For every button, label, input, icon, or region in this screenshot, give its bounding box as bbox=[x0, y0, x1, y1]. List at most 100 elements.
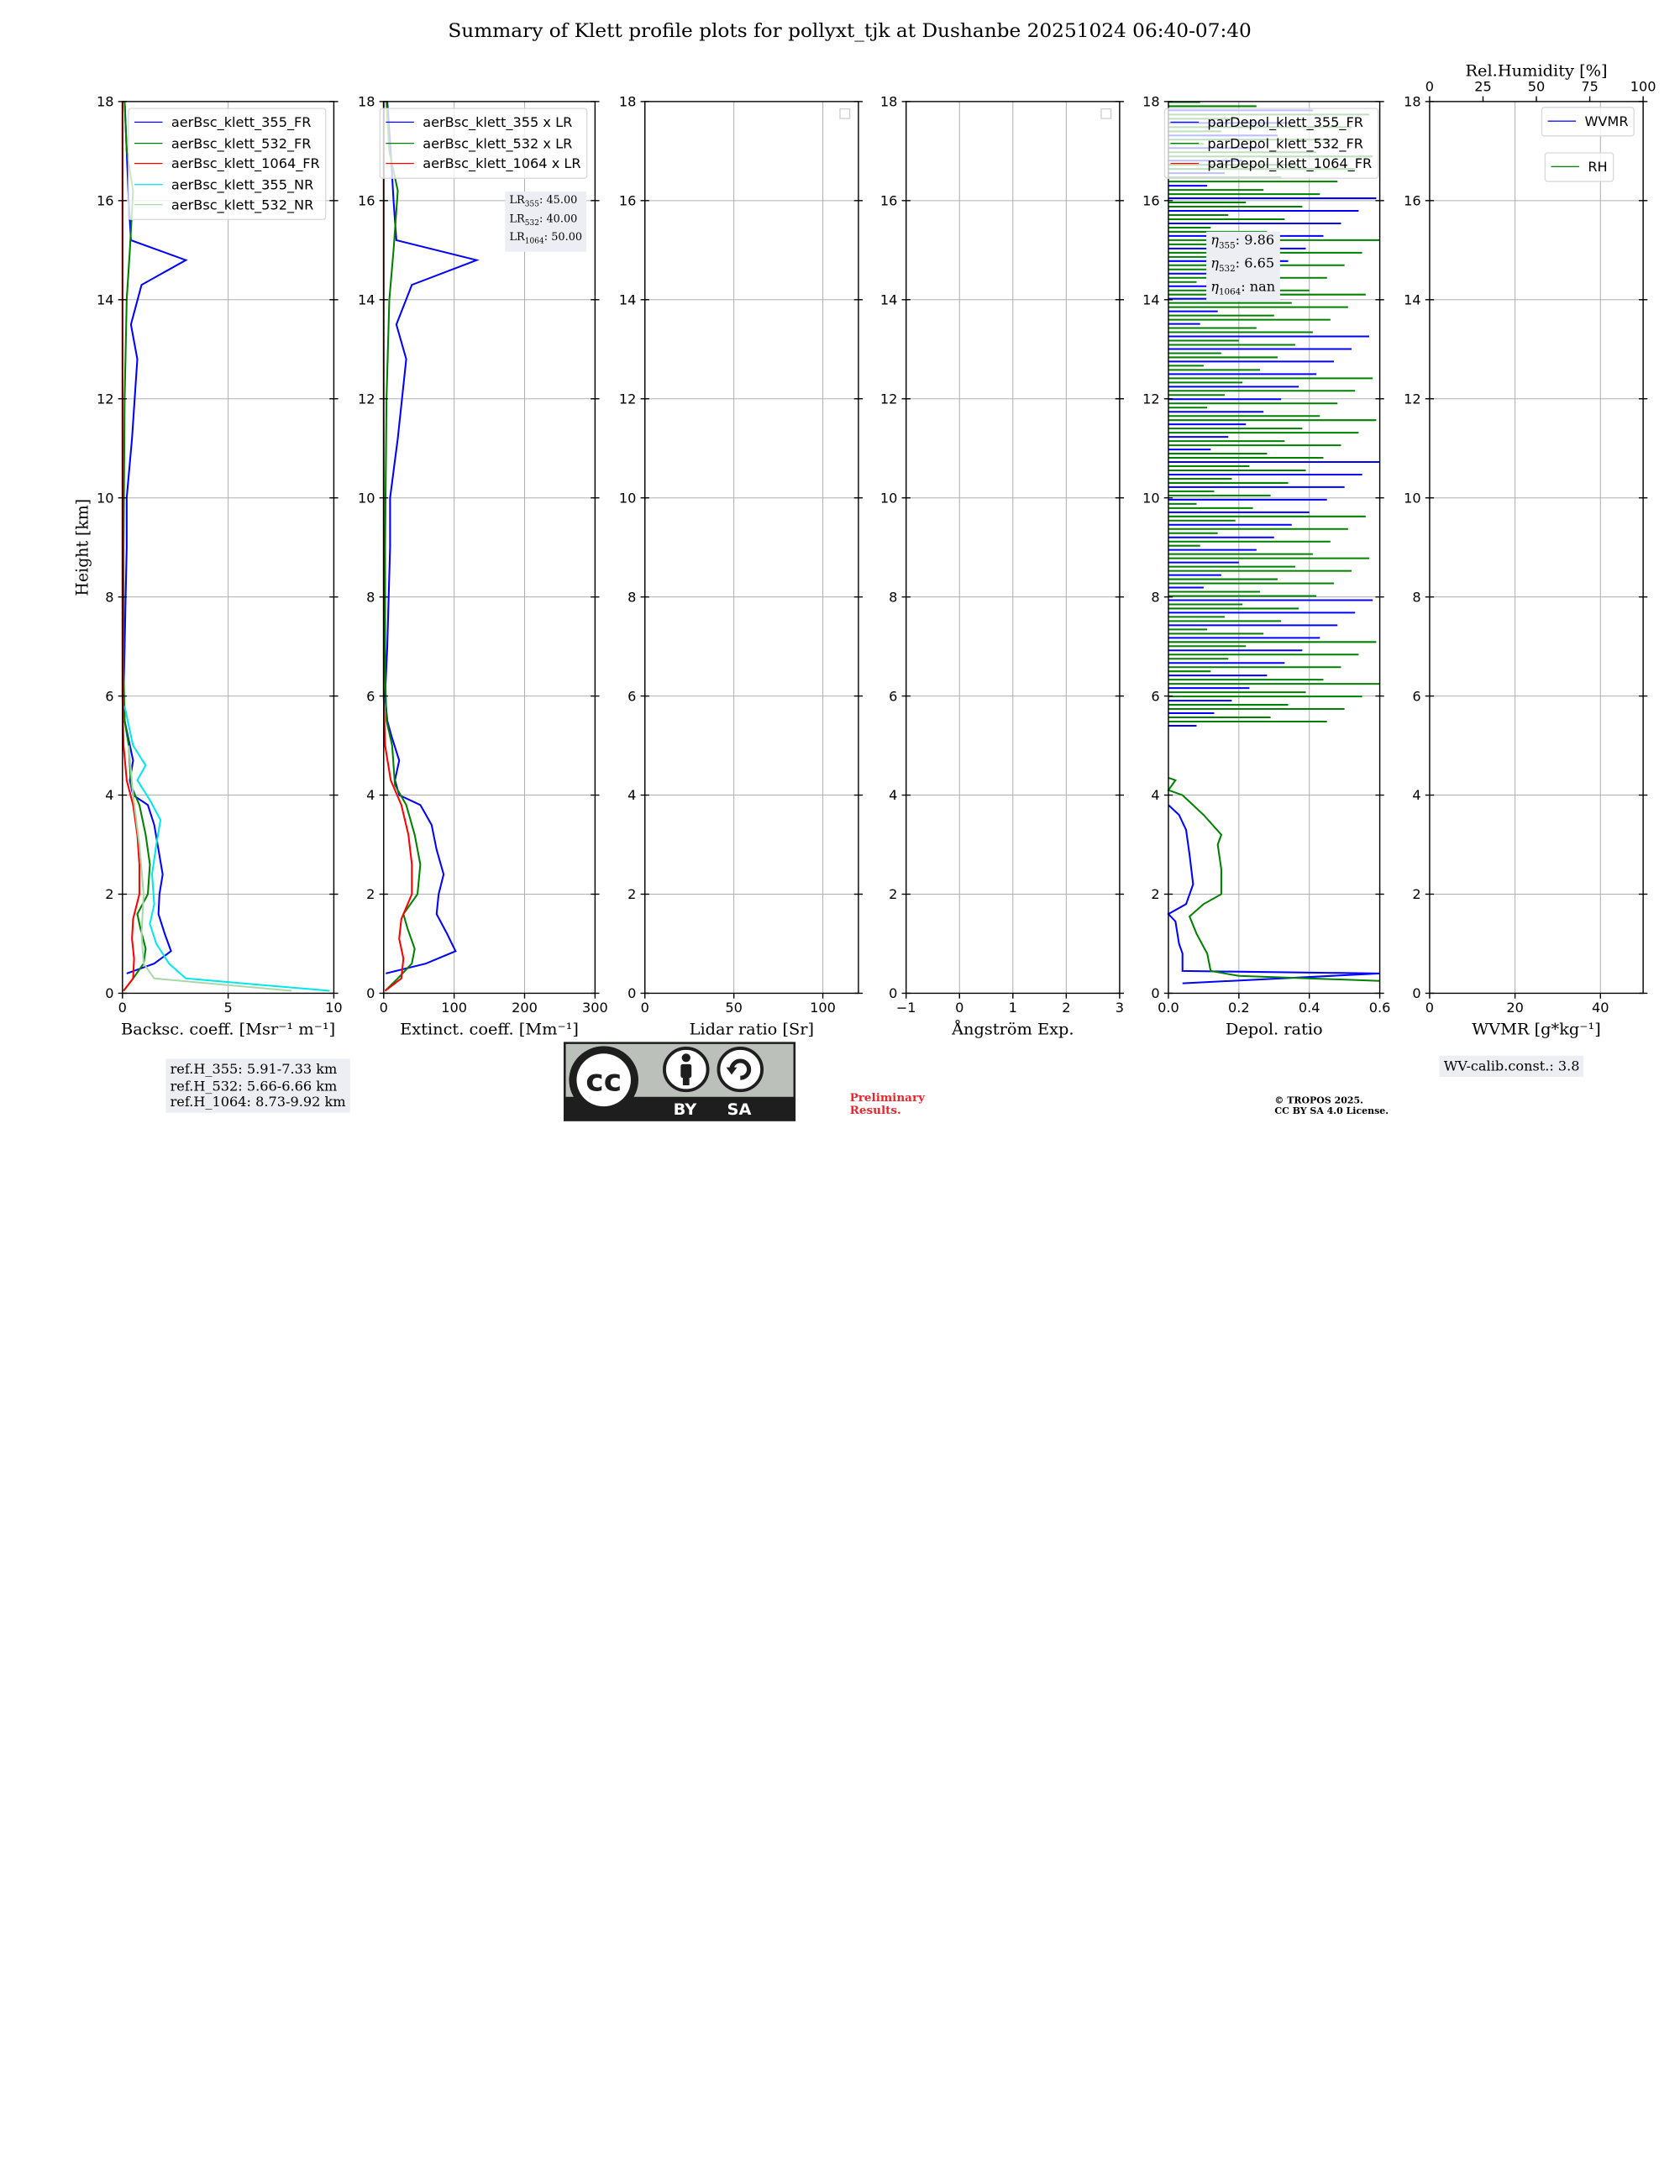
y-tick-label: 0 bbox=[105, 985, 113, 1001]
top-x-tick-label: 75 bbox=[1581, 78, 1599, 94]
legend-label: parDepol_klett_355_FR bbox=[1207, 114, 1363, 131]
legend-swatch bbox=[1170, 163, 1200, 165]
top-x-tick-label: 0 bbox=[1425, 78, 1434, 94]
y-tick-label: 16 bbox=[880, 193, 898, 209]
y-tick-label: 0 bbox=[1151, 985, 1159, 1001]
y-tick-label: 4 bbox=[889, 787, 897, 803]
x-tick-label: 0.2 bbox=[1228, 1000, 1250, 1016]
y-tick-label: 4 bbox=[1412, 787, 1420, 803]
y-tick-label: 8 bbox=[366, 589, 375, 605]
panel-lidar_ratio bbox=[640, 101, 864, 999]
y-tick-label: 0 bbox=[889, 985, 897, 1001]
axes-frame bbox=[383, 101, 596, 995]
x-tick-label: 0.6 bbox=[1369, 1000, 1391, 1016]
cc-license-badge: cc BY SA bbox=[563, 1042, 796, 1121]
y-tick-label: 10 bbox=[97, 491, 114, 507]
y-tick-label: 12 bbox=[880, 391, 898, 407]
x-tick-label: 10 bbox=[325, 1000, 343, 1016]
plot-canvas: Summary of Klett profile plots for polly… bbox=[72, 20, 1656, 1039]
eta-info: η355: 9.86 η532: 6.65 η1064: nan bbox=[1206, 231, 1280, 302]
y-tick-label: 8 bbox=[627, 589, 636, 605]
series-line-aerBsc_klett_1064_FR bbox=[121, 101, 140, 992]
y-tick-label: 8 bbox=[1151, 589, 1159, 605]
y-tick-label: 14 bbox=[1142, 292, 1160, 308]
y-tick-label: 12 bbox=[619, 391, 637, 407]
axes-frame bbox=[644, 101, 859, 995]
legend-swatch bbox=[1547, 120, 1577, 123]
y-tick-label: 6 bbox=[1412, 688, 1420, 704]
x-axis-label: Extinct. coeff. [Mm⁻¹] bbox=[400, 1020, 579, 1039]
x-tick-label: 300 bbox=[582, 1000, 608, 1016]
legend-swatch bbox=[134, 142, 163, 144]
y-axis-label: Height [km] bbox=[72, 499, 92, 596]
y-tick-label: 14 bbox=[358, 292, 375, 308]
x-tick-label: −1 bbox=[896, 1000, 916, 1016]
x-axis-label: Depol. ratio bbox=[1226, 1020, 1323, 1039]
series-line-aerBsc_klett_532_FR bbox=[123, 101, 151, 992]
sa-icon bbox=[729, 1058, 752, 1080]
panel-extinction bbox=[379, 101, 600, 999]
y-tick-label: 2 bbox=[1151, 886, 1159, 902]
legend-swatch bbox=[134, 204, 163, 206]
cc-icon: cc bbox=[585, 1064, 622, 1098]
y-tick-label: 18 bbox=[619, 94, 637, 110]
y-tick-label: 10 bbox=[880, 491, 898, 507]
y-tick-label: 14 bbox=[880, 292, 898, 308]
y-tick-label: 16 bbox=[97, 193, 114, 209]
legend-swatch bbox=[386, 163, 414, 165]
svg-text:BY: BY bbox=[674, 1100, 698, 1119]
y-tick-label: 4 bbox=[105, 787, 113, 803]
lidar-ratio-info: LR355: 45.00 LR532: 40.00 LR1064: 50.00 bbox=[505, 191, 587, 252]
rh-legend: RH bbox=[1544, 152, 1614, 181]
x-tick-label: 0.0 bbox=[1158, 1000, 1179, 1016]
y-tick-label: 0 bbox=[366, 985, 375, 1001]
y-tick-label: 6 bbox=[1151, 688, 1159, 704]
figure: Summary of Klett profile plots for polly… bbox=[72, 20, 1656, 1121]
legend-label: parDepol_klett_532_FR bbox=[1207, 134, 1363, 151]
y-tick-label: 10 bbox=[358, 491, 375, 507]
top-x-tick-label: 25 bbox=[1474, 78, 1492, 94]
y-tick-label: 10 bbox=[1142, 491, 1160, 507]
y-tick-label: 18 bbox=[97, 94, 114, 110]
panel-wvmr bbox=[1425, 96, 1648, 999]
x-tick-label: 20 bbox=[1506, 1000, 1524, 1016]
y-tick-label: 12 bbox=[358, 391, 375, 407]
legend-label: aerBsc_klett_1064_FR bbox=[171, 155, 320, 172]
top-x-tick-label: 50 bbox=[1528, 78, 1546, 94]
y-tick-label: 18 bbox=[358, 94, 375, 110]
legend-label: aerBsc_klett_532 x LR bbox=[423, 134, 573, 151]
y-tick-label: 6 bbox=[105, 688, 113, 704]
copyright-note: © TROPOS 2025. CC BY SA 4.0 License. bbox=[1274, 1095, 1389, 1117]
depol-legend: parDepol_klett_355_FR parDepol_klett_532… bbox=[1163, 108, 1378, 179]
y-tick-label: 2 bbox=[627, 886, 636, 902]
y-tick-label: 2 bbox=[1412, 886, 1420, 902]
x-axis-label: Backsc. coeff. [Msr⁻¹ m⁻¹] bbox=[121, 1020, 335, 1039]
legend-swatch bbox=[134, 122, 163, 123]
x-tick-label: 100 bbox=[810, 1000, 836, 1016]
y-tick-label: 14 bbox=[619, 292, 637, 308]
by-icon bbox=[681, 1053, 690, 1063]
empty-legend bbox=[1100, 108, 1112, 119]
y-tick-label: 18 bbox=[1142, 94, 1160, 110]
y-tick-label: 2 bbox=[105, 886, 113, 902]
legend-swatch bbox=[1170, 142, 1200, 144]
series-line-aerBsc_klett_355_NR bbox=[123, 706, 330, 992]
empty-legend bbox=[839, 108, 851, 119]
y-tick-label: 2 bbox=[889, 886, 897, 902]
bsc-legend: aerBsc_klett_355_FR aerBsc_klett_532_FR … bbox=[128, 108, 327, 220]
legend-swatch bbox=[1551, 166, 1579, 168]
x-axis-label: Lidar ratio [Sr] bbox=[690, 1020, 814, 1039]
y-tick-label: 14 bbox=[1404, 292, 1421, 308]
panel-backscatter bbox=[118, 101, 339, 999]
x-tick-label: 0 bbox=[380, 1000, 388, 1016]
axes-frame bbox=[1429, 101, 1644, 995]
axes-frame bbox=[1168, 101, 1381, 995]
y-tick-label: 8 bbox=[889, 589, 897, 605]
legend-label: RH bbox=[1588, 159, 1608, 176]
series-line-parDepol_klett_532_FR bbox=[1167, 776, 1380, 982]
y-tick-label: 16 bbox=[1142, 193, 1160, 209]
x-tick-label: 0 bbox=[641, 1000, 649, 1016]
y-tick-label: 12 bbox=[1142, 391, 1160, 407]
series-line-355 bbox=[384, 101, 480, 974]
y-tick-label: 10 bbox=[619, 491, 637, 507]
